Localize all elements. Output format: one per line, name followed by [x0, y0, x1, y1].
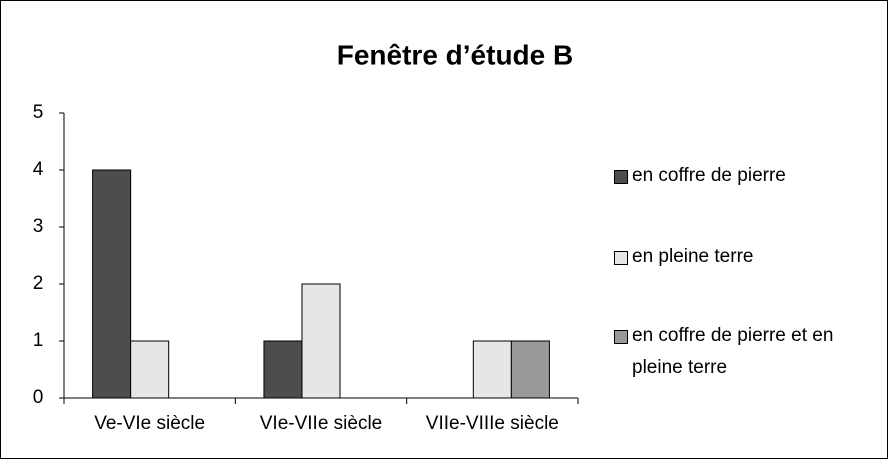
y-tick-label: 3 [33, 216, 44, 237]
legend-label: en coffre de pierre [632, 165, 786, 186]
legend-swatch [614, 251, 628, 265]
y-tick-label: 1 [33, 330, 44, 351]
bar [263, 340, 303, 399]
x-tick-label: Ve-VIe siècle [94, 413, 205, 434]
legend-item: en coffre de pierre [614, 160, 884, 192]
legend-label: en coffre de pierre et en pleine terre [632, 325, 834, 378]
y-tick-label: 5 [33, 102, 44, 123]
y-tick-label: 0 [33, 387, 44, 408]
bar [510, 340, 550, 399]
legend-item: en coffre de pierre et en pleine terre [614, 320, 884, 384]
bar [130, 340, 170, 399]
chart-title: Fenêtre d’étude B [337, 39, 573, 70]
y-tick-label: 2 [33, 273, 44, 294]
legend-swatch [614, 170, 628, 184]
legend-label: en pleine terre [632, 246, 754, 267]
legend-swatch [614, 330, 628, 344]
y-tick-label: 4 [33, 159, 44, 180]
x-tick-label: VIIe-VIIIe siècle [426, 413, 559, 434]
legend-item: en pleine terre [614, 241, 884, 273]
bar [301, 283, 341, 399]
bar [92, 169, 132, 399]
x-tick-label: VIe-VIIe siècle [260, 413, 383, 434]
bar [472, 340, 512, 399]
